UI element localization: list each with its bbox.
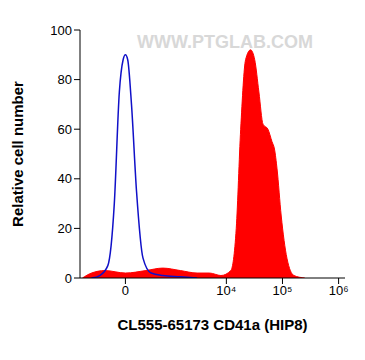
svg-text:CL555-65173 CD41a (HIP8): CL555-65173 CD41a (HIP8) (117, 316, 307, 333)
svg-text:60: 60 (58, 122, 72, 137)
svg-text:0: 0 (65, 271, 72, 286)
svg-text:20: 20 (58, 221, 72, 236)
svg-text:Relative cell number: Relative cell number (9, 81, 26, 227)
svg-text:10⁶: 10⁶ (329, 283, 349, 298)
svg-text:10⁵: 10⁵ (273, 283, 293, 298)
svg-text:40: 40 (58, 171, 72, 186)
svg-text:10⁴: 10⁴ (216, 283, 236, 298)
svg-text:0: 0 (122, 283, 129, 298)
svg-text:WWW.PTGLAB.COM: WWW.PTGLAB.COM (137, 32, 313, 52)
svg-text:80: 80 (58, 72, 72, 87)
svg-text:100: 100 (50, 23, 72, 38)
